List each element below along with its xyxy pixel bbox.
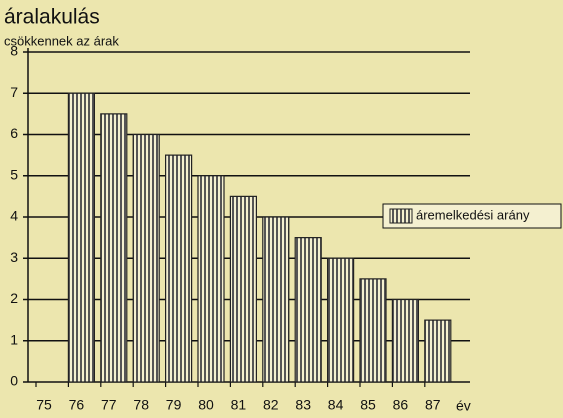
- bar: [262, 216, 290, 383]
- y-tick-label: 1: [10, 331, 18, 347]
- y-tick-label: 0: [10, 373, 18, 389]
- x-tick-label: 82: [263, 397, 279, 413]
- bar: [359, 278, 387, 383]
- y-tick-label: 2: [10, 290, 18, 306]
- x-tick-label: 76: [69, 397, 85, 413]
- y-tick-label: 7: [10, 84, 18, 100]
- bar: [67, 92, 96, 383]
- legend-box: [382, 203, 562, 229]
- x-tick-label: 84: [328, 397, 344, 413]
- y-tick-label: 6: [10, 125, 18, 141]
- chart-subtitle: csökkennek az árak: [4, 33, 119, 48]
- bar: [165, 154, 193, 383]
- x-tick-label: 77: [101, 397, 117, 413]
- bar: [229, 195, 257, 383]
- chart-title: áralakulás: [4, 6, 100, 29]
- bar: [327, 257, 355, 383]
- x-tick-label: 81: [231, 397, 247, 413]
- x-tick-label: 86: [393, 397, 409, 413]
- legend-label: áremelkedési arány: [416, 207, 530, 222]
- y-tick-label: 3: [10, 249, 18, 265]
- x-tick-label: 78: [133, 397, 149, 413]
- x-tick-label: 85: [360, 397, 376, 413]
- bar: [132, 133, 160, 383]
- bar: [294, 237, 322, 383]
- x-tick-label: 75: [36, 397, 52, 413]
- y-tick-label: 5: [10, 166, 18, 182]
- bar: [197, 175, 225, 383]
- x-axis-label: év: [456, 398, 471, 414]
- legend-swatch: [389, 208, 413, 224]
- x-tick-label: 83: [295, 397, 311, 413]
- x-tick-label: 87: [425, 397, 441, 413]
- x-tick-label: 80: [198, 397, 214, 413]
- y-tick-label: 8: [10, 43, 18, 59]
- bar: [100, 113, 128, 383]
- y-tick-label: 4: [10, 208, 18, 224]
- bar: [424, 319, 452, 383]
- x-tick-label: 79: [166, 397, 182, 413]
- bar: [391, 298, 419, 383]
